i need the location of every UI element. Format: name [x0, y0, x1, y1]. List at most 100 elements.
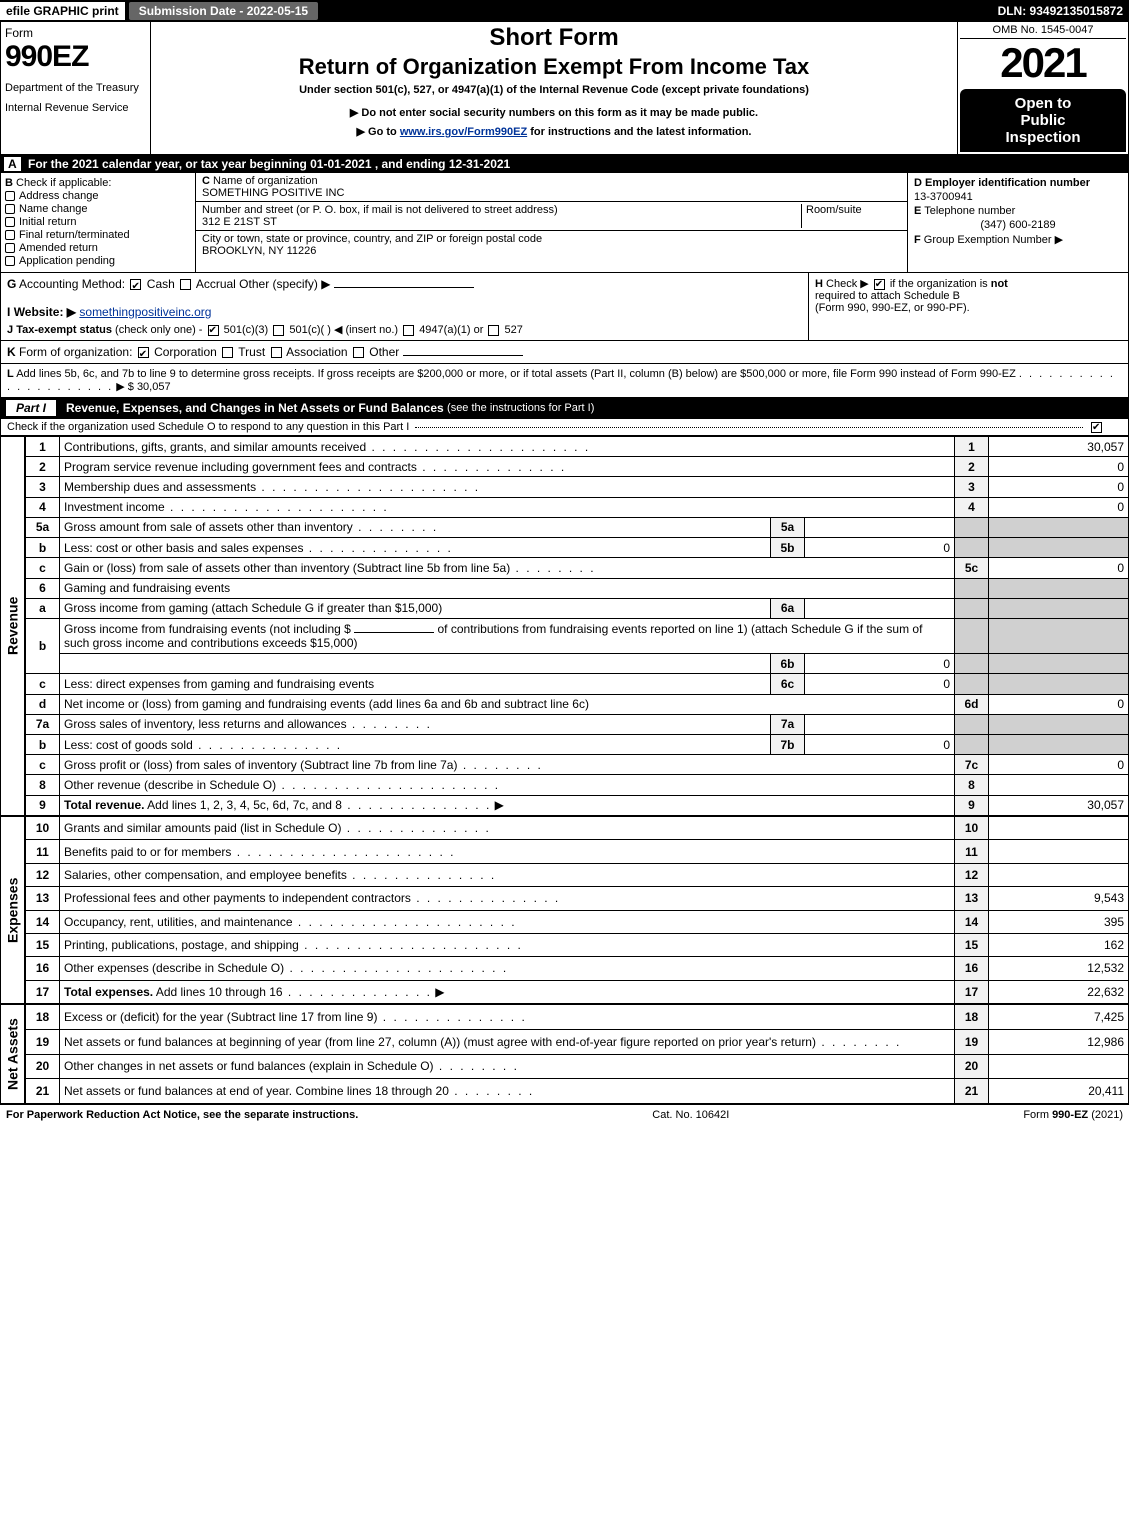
line-3: 3Membership dues and assessments30 — [26, 477, 1129, 497]
net-assets-sidebar: Net Assets — [1, 1004, 25, 1104]
dept-treasury: Department of the Treasury — [5, 82, 146, 94]
h-not: not — [991, 278, 1008, 290]
checkbox-amended-return[interactable] — [5, 243, 15, 253]
expenses-section: Expenses 10Grants and similar amounts pa… — [0, 816, 1129, 1004]
line-7b: bLess: cost of goods sold7b0 — [26, 734, 1129, 754]
header-left: Form 990EZ Department of the Treasury In… — [1, 22, 151, 154]
open-to-public: Open to Public Inspection — [960, 89, 1126, 152]
header-center: Short Form Return of Organization Exempt… — [151, 22, 958, 154]
other-specify-blank[interactable] — [334, 287, 474, 288]
part-i-label: Part I — [6, 400, 56, 416]
checkbox-corporation[interactable] — [138, 347, 149, 358]
phone-label: Telephone number — [924, 205, 1015, 217]
goto-link[interactable]: www.irs.gov/Form990EZ — [400, 126, 527, 138]
checkbox-501c[interactable] — [273, 325, 284, 336]
checkbox-association[interactable] — [271, 347, 282, 358]
checkbox-schedule-o[interactable] — [1091, 422, 1102, 433]
line-6d: dNet income or (loss) from gaming and fu… — [26, 694, 1129, 714]
accrual-label: Accrual — [196, 277, 236, 291]
checkbox-cash[interactable] — [130, 279, 141, 290]
501c3-label: 501(c)(3) — [224, 324, 269, 336]
line-7a: 7aGross sales of inventory, less returns… — [26, 714, 1129, 734]
checkbox-trust[interactable] — [222, 347, 233, 358]
open-line2: Public — [964, 112, 1122, 129]
page-footer: For Paperwork Reduction Act Notice, see … — [0, 1104, 1129, 1125]
efile-label[interactable]: efile GRAPHIC print — [0, 2, 125, 20]
form-number: 990EZ — [5, 40, 146, 74]
line-15: 15Printing, publications, postage, and s… — [26, 933, 1129, 956]
form-of-org-label: Form of organization: — [19, 345, 132, 359]
tax-exempt-label: Tax-exempt status — [16, 324, 112, 336]
checkbox-527[interactable] — [488, 325, 499, 336]
line-6a: aGross income from gaming (attach Schedu… — [26, 598, 1129, 618]
section-c-org-info: C Name of organization SOMETHING POSITIV… — [196, 173, 908, 272]
gross-receipts-amount: $ 30,057 — [128, 381, 171, 393]
checkbox-4947[interactable] — [403, 325, 414, 336]
checkbox-501c3[interactable] — [208, 325, 219, 336]
checkbox-address-change[interactable] — [5, 191, 15, 201]
line-13: 13Professional fees and other payments t… — [26, 887, 1129, 910]
checkbox-application-pending[interactable] — [5, 256, 15, 266]
omb-number: OMB No. 1545-0047 — [960, 24, 1126, 39]
room-label: Room/suite — [806, 204, 862, 216]
application-pending-label: Application pending — [19, 255, 115, 267]
group-exemption-label: Group Exemption Number — [924, 234, 1052, 246]
accounting-method-label: Accounting Method: — [19, 277, 125, 291]
letter-g: G — [7, 277, 16, 291]
corporation-label: Corporation — [154, 345, 217, 359]
other-org-blank[interactable] — [403, 355, 523, 356]
short-form-title: Short Form — [155, 24, 953, 52]
goto-post: for instructions and the latest informat… — [527, 126, 751, 138]
line-17: 17Total expenses. Add lines 10 through 1… — [26, 980, 1129, 1003]
city-value: BROOKLYN, NY 11226 — [202, 245, 316, 257]
part-i-header: Part I Revenue, Expenses, and Changes in… — [0, 397, 1129, 419]
part-i-sub: (see the instructions for Part I) — [447, 402, 594, 414]
letter-l: L — [7, 368, 14, 380]
paperwork-notice: For Paperwork Reduction Act Notice, see … — [6, 1109, 358, 1121]
letter-i: I — [7, 305, 10, 319]
line-11: 11Benefits paid to or for members11 — [26, 840, 1129, 863]
net-assets-table: 18Excess or (deficit) for the year (Subt… — [25, 1004, 1129, 1104]
letter-j: J — [7, 324, 13, 336]
dept-irs: Internal Revenue Service — [5, 102, 146, 114]
expenses-table: 10Grants and similar amounts paid (list … — [25, 816, 1129, 1004]
line-9: 9Total revenue. Total revenue. Add lines… — [26, 795, 1129, 815]
header-right: OMB No. 1545-0047 2021 Open to Public In… — [958, 22, 1128, 154]
submission-date: Submission Date - 2022-05-15 — [129, 2, 318, 20]
org-name: SOMETHING POSITIVE INC — [202, 187, 344, 199]
under-section: Under section 501(c), 527, or 4947(a)(1)… — [155, 84, 953, 96]
checkbox-initial-return[interactable] — [5, 217, 15, 227]
letter-f: F — [914, 234, 921, 246]
line-18: 18Excess or (deficit) for the year (Subt… — [26, 1005, 1129, 1030]
section-b-through-f: B Check if applicable: Address change Na… — [0, 173, 1129, 273]
final-return-label: Final return/terminated — [19, 229, 130, 241]
h-text1: if the organization is — [890, 278, 991, 290]
letter-a: A — [4, 157, 21, 171]
goto-line: ▶ Go to www.irs.gov/Form990EZ for instru… — [155, 125, 953, 138]
footer-form-number: 990-EZ — [1052, 1109, 1088, 1121]
checkbox-accrual[interactable] — [180, 279, 191, 290]
checkbox-name-change[interactable] — [5, 204, 15, 214]
form-footer: Form 990-EZ (2021) — [1023, 1109, 1123, 1121]
website-link[interactable]: somethingpositiveinc.org — [79, 305, 211, 319]
street-value: 312 E 21ST ST — [202, 216, 277, 228]
line-16: 16Other expenses (describe in Schedule O… — [26, 957, 1129, 980]
f-arrow: ▶ — [1055, 234, 1063, 246]
check-if-applicable: Check if applicable: — [16, 177, 111, 189]
line-6b-val: 6b0 — [26, 654, 1129, 674]
net-assets-section: Net Assets 18Excess or (deficit) for the… — [0, 1004, 1129, 1104]
line-10: 10Grants and similar amounts paid (list … — [26, 817, 1129, 840]
expenses-sidebar: Expenses — [1, 816, 25, 1004]
ein-label: Employer identification number — [925, 177, 1090, 189]
open-line3: Inspection — [964, 129, 1122, 146]
line-4: 4Investment income40 — [26, 497, 1129, 517]
trust-label: Trust — [238, 345, 265, 359]
line-20: 20Other changes in net assets or fund ba… — [26, 1054, 1129, 1079]
checkbox-final-return[interactable] — [5, 230, 15, 240]
return-title: Return of Organization Exempt From Incom… — [155, 54, 953, 80]
checkbox-other-org[interactable] — [353, 347, 364, 358]
line-5a: 5aGross amount from sale of assets other… — [26, 517, 1129, 537]
phone-value: (347) 600-2189 — [914, 219, 1122, 231]
letter-k: K — [7, 345, 16, 359]
checkbox-h[interactable] — [874, 279, 885, 290]
